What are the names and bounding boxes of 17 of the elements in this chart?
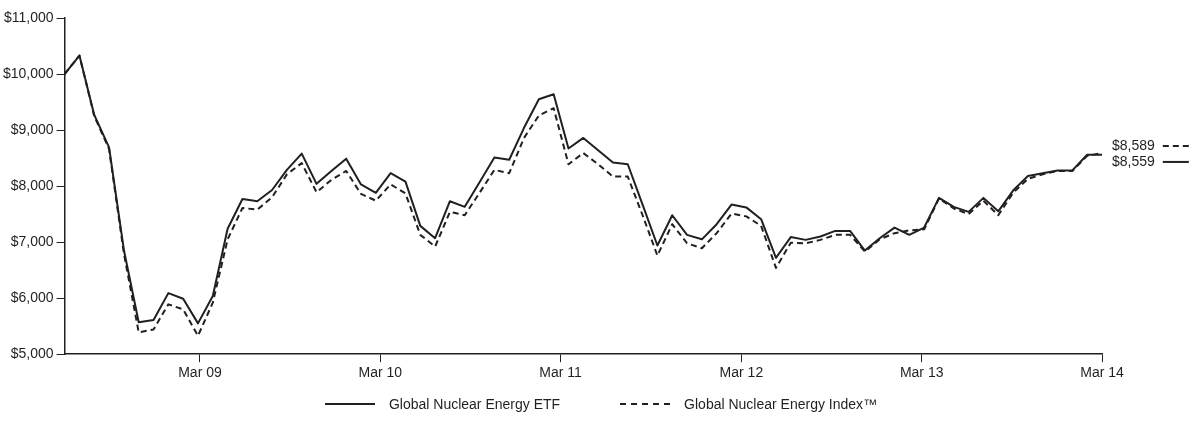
y-tick-label: $8,000 [10,176,54,193]
y-tick-label: $10,000 [3,64,54,81]
x-tick-label: Mar 14 [1080,364,1124,381]
x-tick-label: Mar 12 [719,364,764,381]
legend-label: Global Nuclear Energy Index™ [684,396,878,412]
x-tick-label: Mar 10 [358,364,403,381]
annotation: $8,589 [1112,136,1156,153]
legend-label: Global Nuclear Energy ETF [388,396,561,412]
x-tick-label: Mar 13 [899,364,944,381]
y-tick-label: $9,000 [10,120,54,137]
x-tick-label: Mar 11 [539,364,583,381]
y-tick-label: $6,000 [10,289,54,306]
y-tick-label: $11,000 [4,8,54,25]
y-tick-label: $7,000 [10,232,54,249]
y-tick-label: $5,000 [10,345,54,362]
x-tick-label: Mar 09 [178,364,222,381]
annotation: $8,559 [1112,152,1156,169]
